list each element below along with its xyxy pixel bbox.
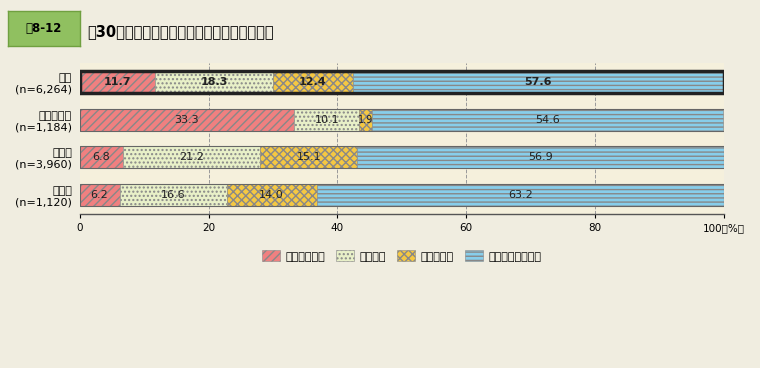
Bar [294,109,359,131]
Bar [226,184,317,206]
Bar [260,146,357,168]
Bar [80,146,724,168]
Text: 21.2: 21.2 [179,152,204,162]
Bar [80,176,724,214]
Text: 10.1: 10.1 [315,114,339,124]
Bar [359,109,372,131]
Bar [353,71,724,93]
Text: 図8-12: 図8-12 [26,22,62,35]
Bar [123,146,260,168]
Text: 12.4: 12.4 [299,77,327,87]
Text: 63.2: 63.2 [508,190,533,200]
Bar [80,101,724,138]
Text: 1.9: 1.9 [358,114,373,124]
Bar [80,184,724,206]
Bar [80,109,724,131]
Bar [80,184,119,206]
Bar [357,146,724,168]
Text: 56.9: 56.9 [528,152,553,162]
Text: 6.8: 6.8 [93,152,110,162]
Bar [80,71,724,93]
Text: 15.1: 15.1 [296,152,321,162]
Legend: 審議官級以上, 課室長級, 課長補佐級, 特に考えていない: 審議官級以上, 課室長級, 課長補佐級, 特に考えていない [258,246,546,266]
Text: 14.0: 14.0 [259,190,284,200]
Text: 16.6: 16.6 [161,190,185,200]
Text: 54.6: 54.6 [535,114,560,124]
Bar [80,146,123,168]
Bar [155,71,273,93]
Bar [80,138,724,176]
Bar [80,109,294,131]
Text: 、30代職員調査」将来どこまで昇進したいか: 、30代職員調査」将来どこまで昇進したいか [87,24,274,39]
Text: 57.6: 57.6 [524,77,553,87]
Bar [317,184,724,206]
Bar [372,109,724,131]
Text: 18.3: 18.3 [201,77,228,87]
Text: 33.3: 33.3 [175,114,199,124]
Bar [80,63,724,101]
Bar [119,184,226,206]
Bar [273,71,353,93]
Bar [80,71,155,93]
Text: 11.7: 11.7 [103,77,131,87]
Text: 6.2: 6.2 [90,190,109,200]
